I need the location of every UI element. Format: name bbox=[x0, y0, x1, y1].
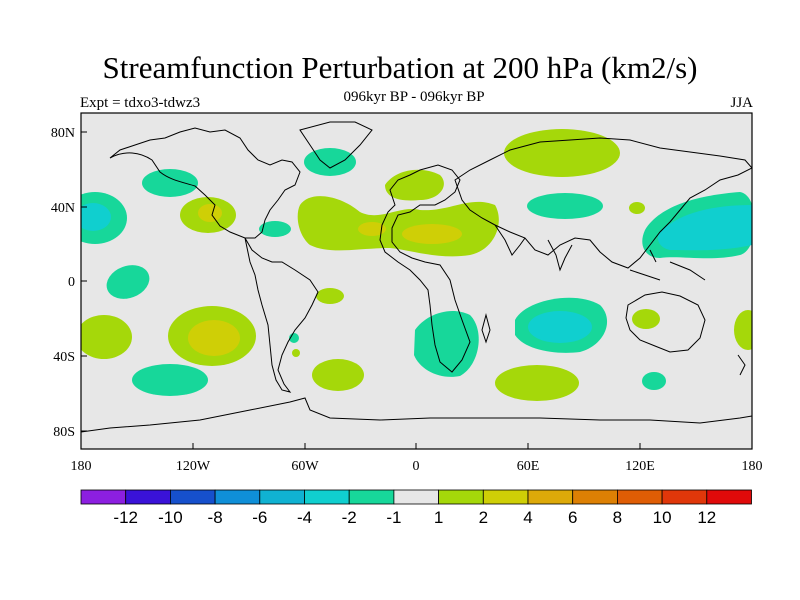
plot-title: Streamfunction Perturbation at 200 hPa (… bbox=[102, 50, 698, 85]
colorbar-label: -6 bbox=[252, 508, 267, 527]
contour-region bbox=[304, 148, 356, 176]
contour-region bbox=[259, 221, 291, 237]
y-axis-labels: 80N 40N 0 40S 80S bbox=[51, 126, 75, 440]
coastline-new-zealand bbox=[737, 354, 746, 376]
x-tick-label: 120W bbox=[176, 459, 211, 474]
coastline-north-america bbox=[109, 127, 301, 239]
x-axis-labels: 180 120W 60W 0 60E 120E 180 bbox=[71, 459, 763, 474]
colorbar-label: 1 bbox=[434, 508, 443, 527]
contour-region bbox=[642, 372, 666, 390]
colorbar-label: 12 bbox=[697, 508, 716, 527]
contour-region bbox=[132, 364, 208, 396]
contour-region bbox=[81, 315, 132, 359]
colorbar-box bbox=[259, 489, 305, 505]
coastline-europe-africa bbox=[379, 164, 471, 373]
coastline-islands bbox=[629, 249, 706, 281]
contour-region bbox=[316, 288, 344, 304]
coastlines bbox=[81, 121, 752, 433]
coastline-antarctica bbox=[81, 397, 752, 433]
x-tick-label: 0 bbox=[413, 459, 420, 474]
coastline-greenland bbox=[299, 121, 373, 169]
y-tick-label: 40N bbox=[51, 201, 75, 216]
colorbar-box bbox=[572, 489, 618, 505]
y-tick-label: 0 bbox=[68, 275, 75, 290]
colorbar-label: 10 bbox=[653, 508, 672, 527]
colorbar-label: -10 bbox=[158, 508, 183, 527]
season-label: JJA bbox=[730, 95, 753, 111]
contour-region bbox=[312, 359, 364, 391]
colorbar-box bbox=[482, 489, 529, 505]
contour-region bbox=[188, 320, 240, 356]
colorbar-labels: -12 -10 -8 -6 -4 -2 -1 1 2 4 6 8 10 12 bbox=[113, 508, 716, 527]
contour-region bbox=[632, 309, 660, 329]
colorbar-box bbox=[304, 489, 350, 505]
coastline-india bbox=[494, 224, 573, 272]
colorbar-label: 2 bbox=[479, 508, 488, 527]
contour-region bbox=[629, 202, 645, 214]
map-background bbox=[81, 113, 752, 449]
colorbar bbox=[80, 489, 752, 505]
x-tick-label: 120E bbox=[625, 459, 655, 474]
contour-region bbox=[414, 310, 479, 377]
contour-region bbox=[402, 224, 462, 244]
colorbar-box bbox=[706, 489, 752, 505]
colorbar-label: -2 bbox=[342, 508, 357, 527]
contour-region bbox=[292, 349, 300, 357]
coastline-australia bbox=[625, 291, 706, 353]
x-tick-label: 60W bbox=[291, 459, 319, 474]
colorbar-box bbox=[348, 489, 395, 505]
experiment-label: Expt = tdxo3-tdwz3 bbox=[80, 95, 201, 111]
colorbar-label: -12 bbox=[113, 508, 138, 527]
colorbar-label: 4 bbox=[523, 508, 532, 527]
colorbar-label: -1 bbox=[386, 508, 401, 527]
colorbar-box bbox=[617, 489, 663, 505]
colorbar-label: -8 bbox=[208, 508, 223, 527]
contour-region bbox=[528, 311, 592, 343]
y-tick-label: 80N bbox=[51, 126, 75, 141]
contour-region bbox=[81, 203, 111, 231]
x-tick-label: 60E bbox=[517, 459, 540, 474]
axis-ticks bbox=[80, 131, 753, 449]
y-tick-label: 40S bbox=[53, 350, 75, 365]
contour-region bbox=[385, 169, 444, 201]
colorbar-label: 6 bbox=[568, 508, 577, 527]
contour-fills bbox=[81, 129, 752, 401]
colorbar-box bbox=[661, 489, 708, 505]
contour-region bbox=[658, 205, 752, 251]
x-tick-label: 180 bbox=[71, 459, 92, 474]
plot-subtitle: 096kyr BP - 096kyr BP bbox=[343, 89, 485, 105]
contour-region bbox=[106, 265, 150, 299]
contour-region bbox=[527, 193, 603, 219]
colorbar-box bbox=[80, 489, 127, 505]
coastline-madagascar bbox=[481, 313, 491, 344]
colorbar-box bbox=[169, 489, 216, 505]
contour-region bbox=[358, 222, 386, 236]
contour-region bbox=[198, 204, 222, 222]
colorbar-box bbox=[393, 489, 439, 505]
contour-region bbox=[142, 169, 198, 197]
contour-region bbox=[504, 129, 620, 177]
y-tick-label: 80S bbox=[53, 425, 75, 440]
colorbar-box bbox=[125, 489, 171, 505]
colorbar-label: 8 bbox=[613, 508, 622, 527]
colorbar-box bbox=[214, 489, 261, 505]
colorbar-box bbox=[438, 489, 484, 505]
coastline-south-america bbox=[244, 237, 319, 393]
contour-region bbox=[734, 310, 752, 350]
colorbar-box bbox=[527, 489, 574, 505]
colorbar-label: -4 bbox=[297, 508, 312, 527]
contour-region bbox=[495, 365, 579, 401]
x-tick-label: 180 bbox=[742, 459, 763, 474]
